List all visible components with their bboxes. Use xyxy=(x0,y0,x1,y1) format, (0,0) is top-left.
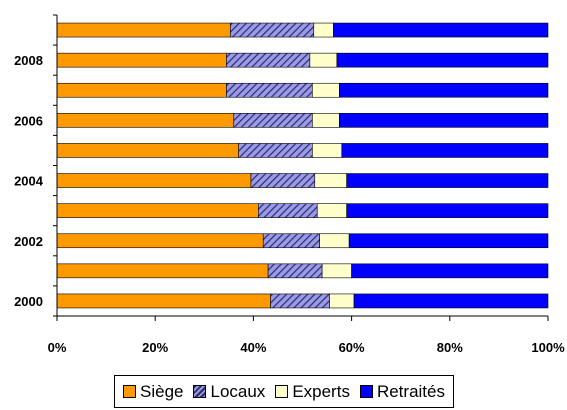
x-tick-label: 80% xyxy=(437,340,463,355)
bar-segment-locaux-4 xyxy=(250,173,316,188)
bar-segment-experts-8 xyxy=(309,52,338,68)
bar-segment-experts-1 xyxy=(321,263,352,279)
y-tick-label-2006: 2006 xyxy=(14,113,43,128)
bars-group xyxy=(56,22,549,309)
bar-segment-retraités-3 xyxy=(346,203,549,218)
bar-segment-retraités-8 xyxy=(336,52,549,68)
bar-segment-locaux-2 xyxy=(262,233,320,249)
bar-segment-siège-8 xyxy=(56,52,227,68)
x-tick-label: 20% xyxy=(142,340,168,355)
bar-segment-siège-0 xyxy=(56,293,271,309)
bar-segment-experts-0 xyxy=(329,293,355,309)
x-tick-label: 40% xyxy=(240,340,266,355)
legend-item-siege: Siège xyxy=(123,382,183,402)
bar-segment-experts-7 xyxy=(312,82,340,98)
bar-segment-retraités-7 xyxy=(339,82,549,98)
x-tick-label: 100% xyxy=(531,340,565,355)
legend-label-retraites: Retraités xyxy=(376,381,445,401)
legend-swatch-locaux xyxy=(193,385,207,398)
legend-label-locaux: Locaux xyxy=(210,381,266,401)
bar-segment-locaux-3 xyxy=(258,203,318,218)
bar-segment-retraités-9 xyxy=(333,22,549,38)
legend: Siège Locaux Experts Retraités xyxy=(114,375,454,408)
legend-swatch-siege xyxy=(123,385,136,398)
legend-label-experts: Experts xyxy=(292,381,350,401)
x-tick-label: 0% xyxy=(48,340,67,355)
bar-segment-siège-6 xyxy=(56,113,235,128)
bar-segment-locaux-7 xyxy=(226,82,313,98)
bar-segment-retraités-5 xyxy=(341,143,549,158)
bar-segment-locaux-8 xyxy=(226,52,311,68)
bar-segment-retraités-0 xyxy=(353,293,549,309)
legend-swatch-experts xyxy=(275,385,289,398)
bar-segment-retraités-1 xyxy=(351,263,549,279)
bar-segment-locaux-6 xyxy=(233,113,313,128)
bar-segment-experts-4 xyxy=(314,173,347,188)
bar-segment-experts-3 xyxy=(316,203,347,218)
bar-segment-experts-2 xyxy=(319,233,350,249)
bar-segment-siège-3 xyxy=(56,203,259,218)
legend-swatch-retraites xyxy=(359,385,373,398)
bar-segment-retraités-6 xyxy=(339,113,549,128)
bar-segment-siège-5 xyxy=(56,143,239,158)
y-tick-label-2008: 2008 xyxy=(14,53,43,68)
bar-segment-retraités-2 xyxy=(348,233,549,249)
bar-segment-locaux-1 xyxy=(267,263,323,279)
bar-segment-siège-1 xyxy=(56,263,269,279)
legend-item-experts: Experts xyxy=(275,382,350,402)
bar-segment-experts-5 xyxy=(312,143,343,158)
bar-segment-retraités-4 xyxy=(346,173,549,188)
legend-item-locaux: Locaux xyxy=(193,382,265,402)
bar-segment-siège-4 xyxy=(56,173,252,188)
x-tick-label: 60% xyxy=(339,340,365,355)
bar-segment-locaux-5 xyxy=(238,143,313,158)
bar-segment-siège-2 xyxy=(56,233,264,249)
axes-group: 2000 2002 2004 2006 2008 0% 20% 40% 60% 80% 100% xyxy=(14,14,565,355)
bar-segment-siège-7 xyxy=(56,82,227,98)
legend-item-retraites: Retraités xyxy=(359,381,445,402)
bar-segment-siège-9 xyxy=(56,22,231,38)
bar-segment-experts-9 xyxy=(313,22,334,38)
y-tick-label-2004: 2004 xyxy=(14,174,44,189)
bar-segment-locaux-9 xyxy=(230,22,315,38)
y-tick-label-2002: 2002 xyxy=(14,234,43,249)
bar-segment-locaux-0 xyxy=(270,293,330,309)
y-tick-label-2000: 2000 xyxy=(14,294,43,309)
legend-label-siege: Siège xyxy=(140,381,184,401)
bar-segment-experts-6 xyxy=(312,113,340,128)
